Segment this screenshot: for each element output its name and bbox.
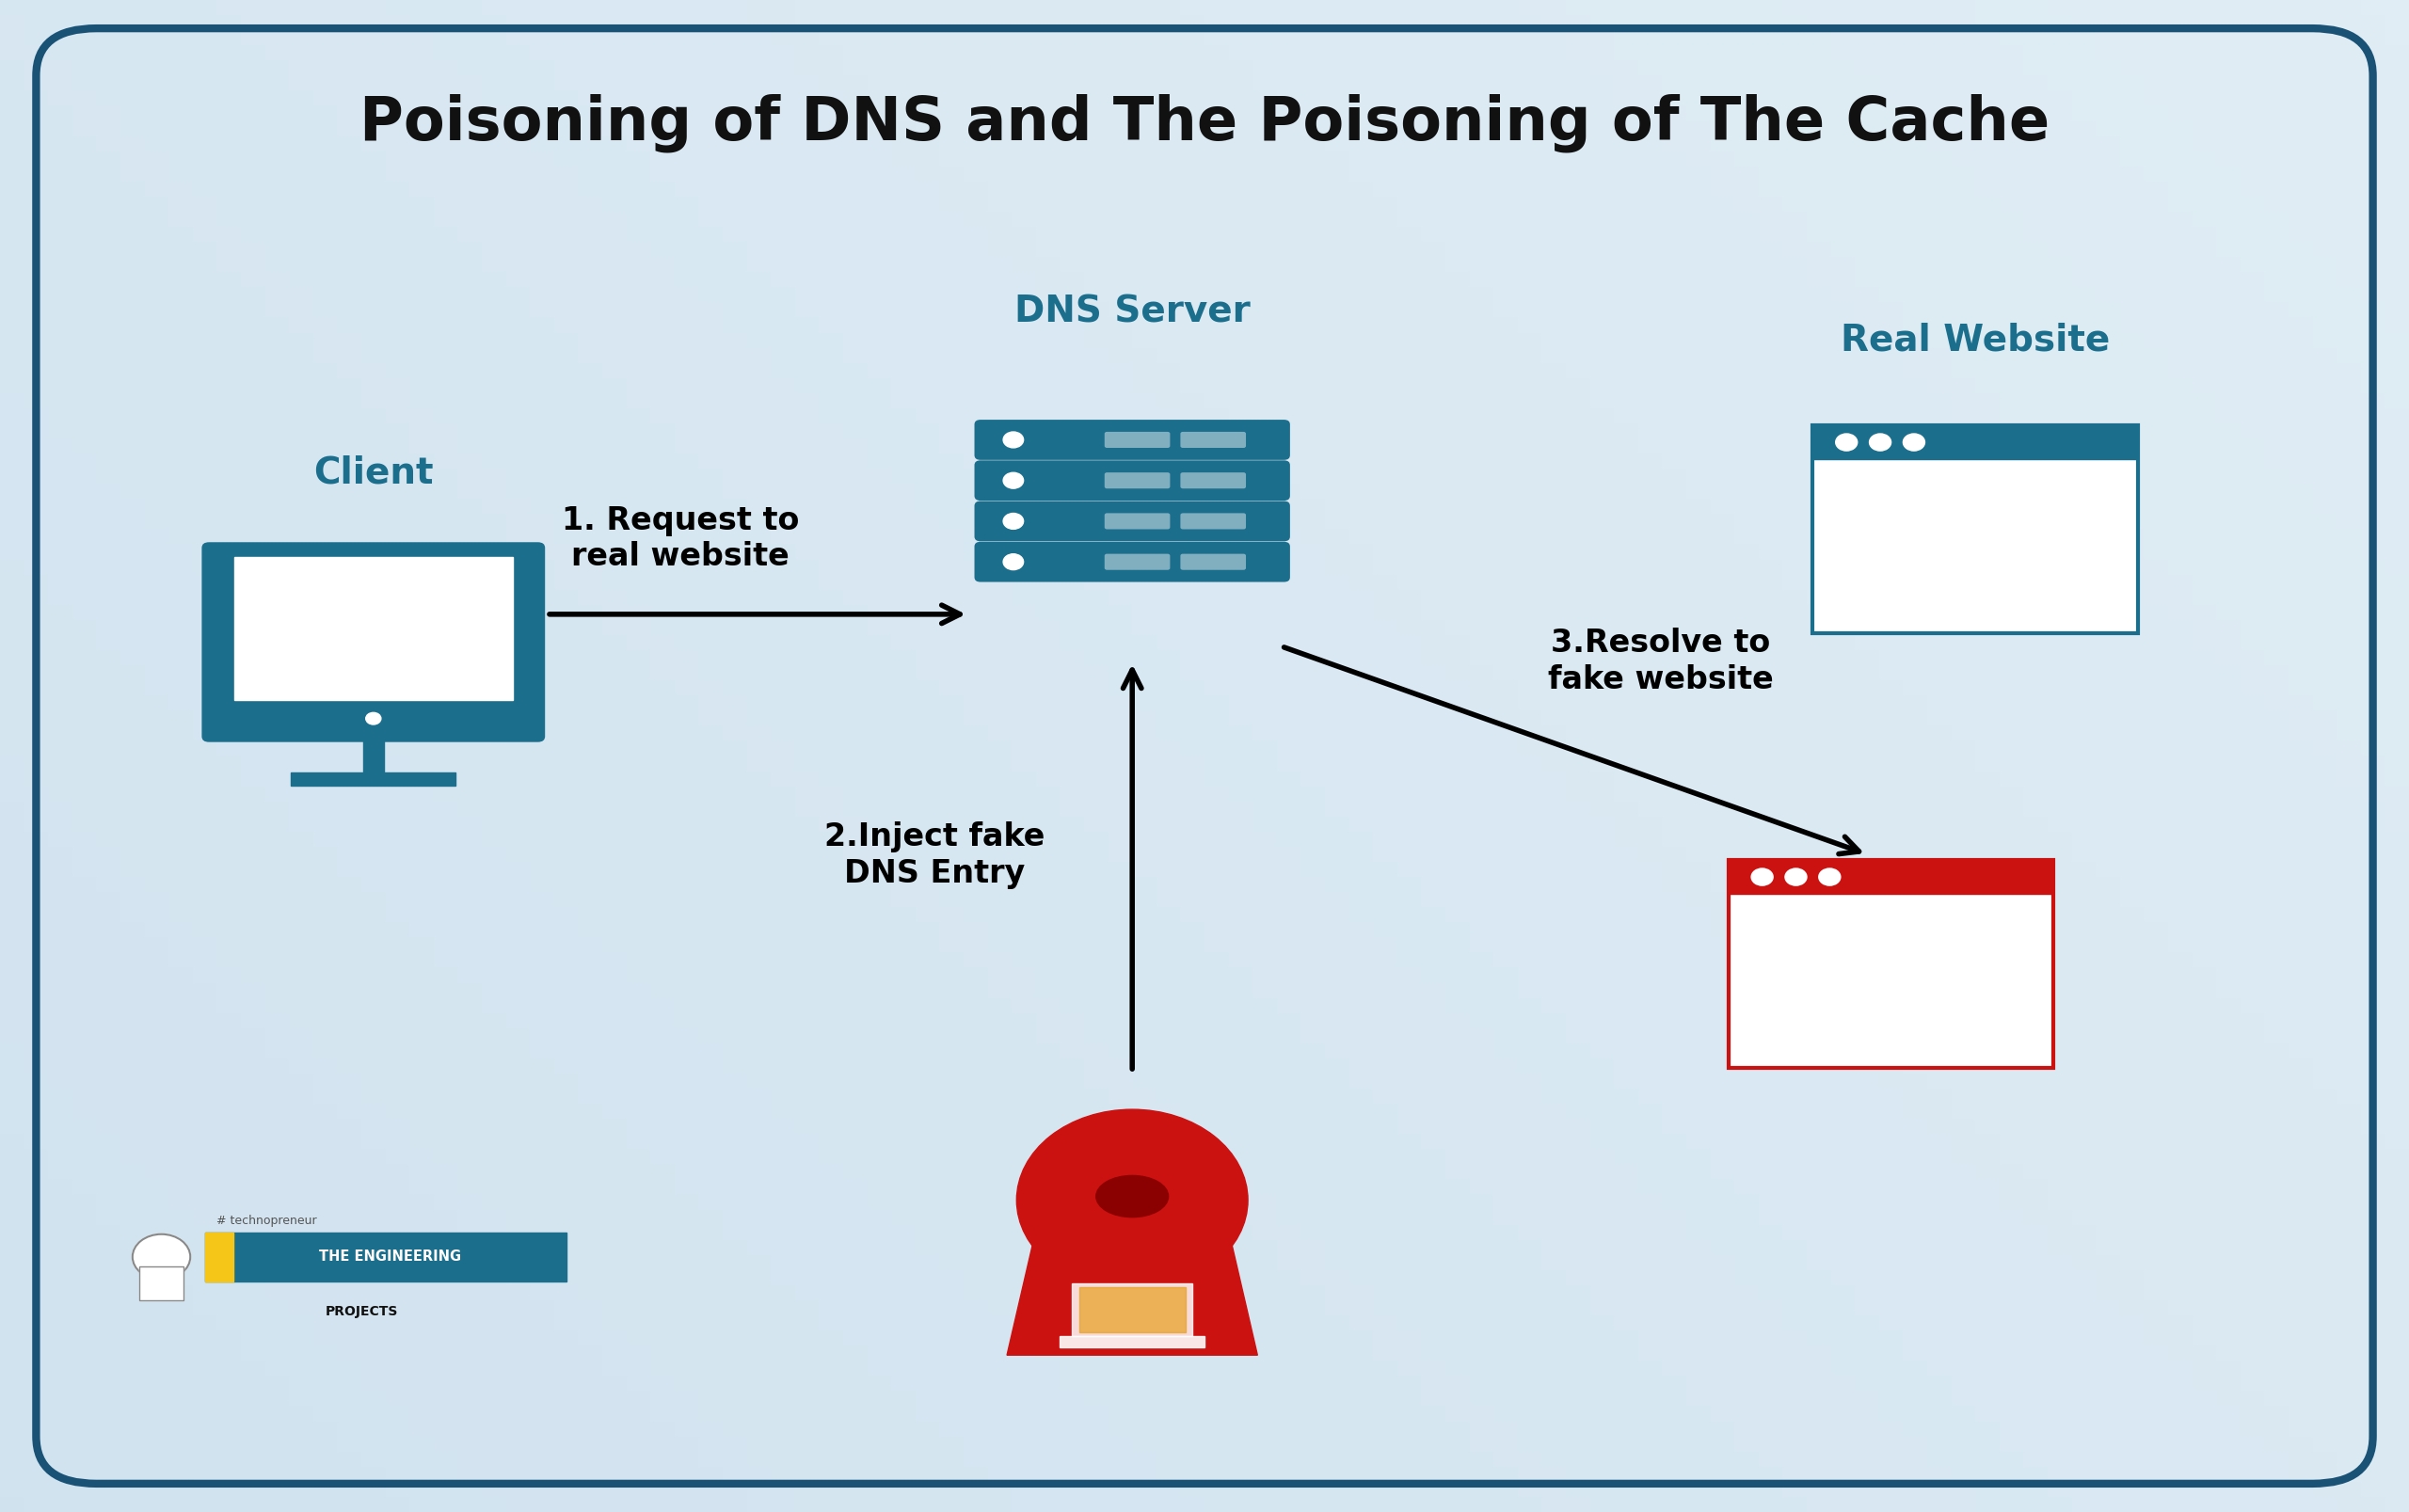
Bar: [1730, 860, 2052, 894]
FancyBboxPatch shape: [1180, 553, 1245, 570]
FancyBboxPatch shape: [973, 420, 1291, 460]
Bar: [140, 1267, 183, 1300]
Bar: [1730, 860, 2052, 1067]
FancyBboxPatch shape: [202, 543, 544, 742]
FancyBboxPatch shape: [973, 500, 1291, 541]
Circle shape: [1002, 473, 1024, 488]
Circle shape: [1785, 868, 1807, 886]
Bar: [1079, 1287, 1185, 1332]
Circle shape: [1903, 434, 1925, 451]
FancyBboxPatch shape: [1103, 513, 1171, 529]
Circle shape: [1002, 513, 1024, 529]
FancyBboxPatch shape: [973, 541, 1291, 582]
Text: THE ENGINEERING: THE ENGINEERING: [318, 1250, 463, 1264]
FancyBboxPatch shape: [1103, 553, 1171, 570]
FancyBboxPatch shape: [1180, 513, 1245, 529]
FancyBboxPatch shape: [1180, 472, 1245, 488]
Bar: [140, 1267, 183, 1300]
Bar: [205, 1232, 566, 1281]
Text: # technopreneur: # technopreneur: [217, 1214, 318, 1228]
Text: PROJECTS: PROJECTS: [325, 1305, 397, 1318]
Bar: [1812, 425, 2139, 634]
FancyBboxPatch shape: [973, 461, 1291, 500]
Circle shape: [132, 1234, 190, 1279]
Bar: [291, 773, 455, 786]
Text: DNS Server: DNS Server: [1014, 293, 1250, 330]
Text: 3.Resolve to
fake website: 3.Resolve to fake website: [1549, 627, 1773, 696]
Circle shape: [1819, 868, 1840, 886]
FancyBboxPatch shape: [1103, 472, 1171, 488]
Bar: [1812, 425, 2139, 460]
Bar: [1072, 1284, 1192, 1337]
Text: 2.Inject fake
DNS Entry: 2.Inject fake DNS Entry: [824, 821, 1046, 889]
FancyBboxPatch shape: [1180, 432, 1245, 448]
Ellipse shape: [1096, 1176, 1168, 1217]
Polygon shape: [1007, 1185, 1257, 1355]
Circle shape: [1836, 434, 1857, 451]
FancyBboxPatch shape: [1103, 432, 1171, 448]
Bar: [1060, 1337, 1204, 1347]
Circle shape: [1751, 868, 1773, 886]
Bar: [364, 736, 383, 773]
Bar: [234, 556, 513, 700]
Bar: [205, 1232, 234, 1281]
Circle shape: [1869, 434, 1891, 451]
Text: Real Website: Real Website: [1840, 322, 2110, 358]
Circle shape: [1002, 553, 1024, 570]
Circle shape: [1017, 1110, 1248, 1291]
Text: Poisoning of DNS and The Poisoning of The Cache: Poisoning of DNS and The Poisoning of Th…: [359, 94, 2050, 153]
Text: Client: Client: [313, 455, 434, 490]
Circle shape: [366, 712, 381, 724]
Circle shape: [1002, 432, 1024, 448]
Text: 1. Request to
real website: 1. Request to real website: [561, 505, 800, 572]
